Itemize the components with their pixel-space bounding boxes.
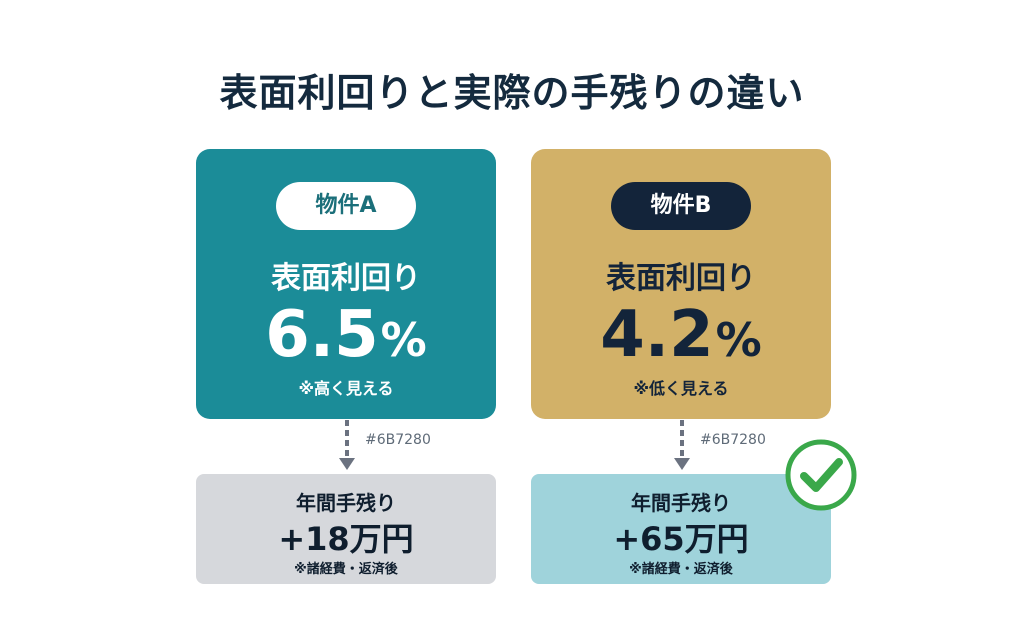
property-a-result: 年間手残り +18万円 ※諸経費・返済後 [196, 474, 496, 584]
property-a-arrow-label: #6B7280 [365, 432, 431, 448]
property-b-yield-value: 4.2% [531, 299, 831, 376]
page-title: 表面利回りと実際の手残りの違い [219, 71, 805, 115]
property-b-result-value: +65万円 [613, 520, 749, 558]
property-a-yield-value: 6.5% [196, 299, 496, 376]
property-a-result-note: ※諸経費・返済後 [294, 562, 398, 577]
property-b-result-note: ※諸経費・返済後 [629, 562, 733, 577]
arrow-down-icon [674, 420, 690, 470]
property-b-result-label: 年間手残り [631, 491, 731, 515]
property-a-yield-label: 表面利回り [271, 261, 421, 296]
property-b-yield-number: 4.2 [600, 298, 714, 372]
arrow-down-icon [339, 420, 355, 470]
property-a-yield-number: 6.5 [265, 298, 379, 372]
property-a-result-label: 年間手残り [296, 491, 396, 515]
property-a-yield-unit: % [380, 313, 427, 367]
property-b-result: 年間手残り +65万円 ※諸経費・返済後 [531, 474, 831, 584]
property-b-badge: 物件B [611, 182, 751, 230]
property-b-arrow-label: #6B7280 [700, 432, 766, 448]
check-circle-icon [785, 439, 857, 511]
property-b-yield-label: 表面利回り [606, 261, 756, 296]
property-b-note: ※低く見える [633, 379, 729, 398]
property-a-note: ※高く見える [298, 379, 394, 398]
property-a-badge: 物件A [276, 182, 416, 230]
property-b-card: 物件B 表面利回り 4.2% ※低く見える [531, 149, 831, 419]
property-b-yield-unit: % [715, 313, 762, 367]
property-a-card: 物件A 表面利回り 6.5% ※高く見える [196, 149, 496, 419]
property-a-result-value: +18万円 [278, 520, 414, 558]
